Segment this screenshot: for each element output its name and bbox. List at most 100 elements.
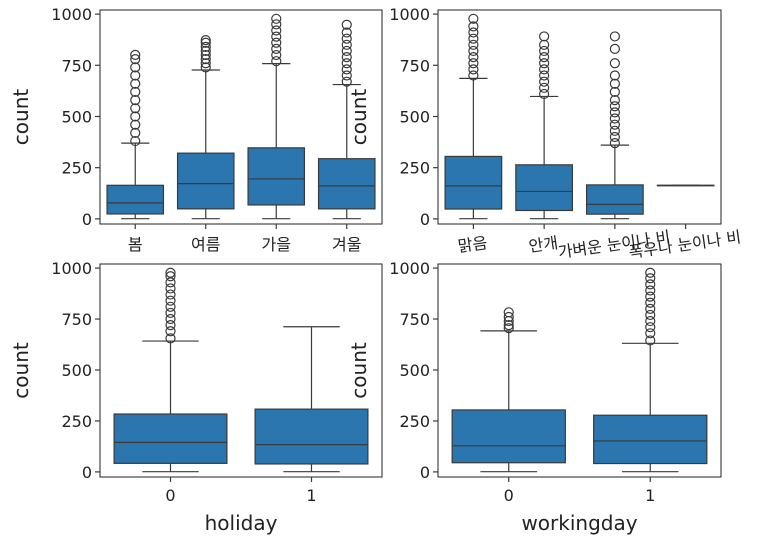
outlier-point [609,58,620,69]
outlier-point [341,64,352,75]
outlier-point [468,45,479,57]
outlier-point [645,303,656,314]
outlier-point [341,45,352,57]
box-iqr [585,184,644,215]
x-tick-label: 맑음 [457,233,489,256]
outlier-point [645,315,656,327]
outlier-point [200,37,211,48]
outlier-point [130,111,141,122]
outlier-point [165,326,176,337]
outlier-point [200,49,211,61]
outlier-point [271,37,282,48]
box-iqr [176,152,235,210]
outlier-point [271,56,282,67]
outlier-point [130,86,141,98]
y-axis-label: count [347,342,371,399]
outlier-point [165,283,176,294]
y-tick-label: 750 [399,56,430,75]
outlier-point [609,101,620,112]
outlier-point [130,70,141,81]
outlier-point [341,58,352,69]
outlier-point [271,25,282,36]
outlier-point [468,39,479,50]
outlier-point [468,70,479,81]
outlier-point [609,125,620,136]
outlier-point [165,301,176,312]
box-iqr [106,184,165,215]
x-tick-label: 0 [504,486,514,505]
outlier-point [645,291,656,302]
y-axis-label: count [9,342,33,399]
y-tick-label: 750 [61,310,92,329]
outlier-point [609,43,620,55]
outlier-point [341,70,352,81]
outlier-point [645,285,656,296]
y-tick-label: 500 [61,361,92,380]
outlier-point [503,323,514,334]
outlier-point [165,267,176,278]
outlier-point [503,320,514,331]
box-iqr [593,414,708,465]
outlier-point [609,95,620,106]
outlier-point [130,54,141,65]
y-tick-label: 0 [420,463,430,482]
x-tick-label: 1 [306,486,316,505]
outlier-point [645,273,656,284]
x-axis-label: workingday [521,511,637,535]
outlier-point [539,82,550,93]
outlier-point [130,95,141,106]
outlier-point [468,52,479,63]
outlier-point [165,271,176,282]
outlier-point [645,279,656,290]
outlier-point [609,113,620,124]
outlier-point [468,27,479,38]
box-iqr [247,147,306,206]
outlier-point [609,131,620,143]
box-iqr [113,413,228,464]
outlier-point [539,31,550,42]
y-tick-label: 500 [61,107,92,126]
outlier-point [341,39,352,50]
box-iqr [444,155,503,210]
outlier-point [341,19,352,30]
outlier-point [645,267,656,278]
y-tick-label: 750 [399,310,430,329]
outlier-point [200,41,211,52]
outlier-point [165,313,176,325]
y-tick-label: 500 [399,107,430,126]
y-tick-label: 250 [61,412,92,431]
outlier-point [609,70,620,81]
subplot-1: 0 250 500 750 1000 count 봄 여름 가을 겨울 [9,5,383,254]
x-tick-label: 안개 [527,233,559,256]
outlier-point [645,328,656,339]
outlier-point [645,309,656,321]
x-axis-label: holiday [205,511,278,535]
outlier-point [503,307,514,318]
outlier-point [645,297,656,308]
outlier-point [130,49,141,60]
outlier-point [468,13,479,24]
x-tick-label: 1 [645,486,655,505]
outlier-point [165,333,176,344]
outlier-point [165,320,176,331]
outlier-point [165,295,176,306]
outlier-point [130,103,141,114]
outlier-point [539,58,550,69]
outlier-point [341,52,352,63]
y-tick-label: 0 [82,210,92,229]
outlier-point [645,335,656,346]
outlier-point [200,62,211,73]
outlier-point [130,62,141,73]
outlier-point [539,39,550,50]
y-tick-label: 750 [61,56,92,75]
y-tick-label: 1000 [389,259,430,278]
outlier-point [271,43,282,55]
y-tick-label: 0 [82,463,92,482]
box-iqr [254,408,369,465]
outlier-point [503,311,514,323]
box-iqr [451,409,566,464]
outlier-point [200,58,211,69]
y-tick-label: 1000 [389,5,430,24]
outlier-point [271,31,282,42]
x-tick-label: 가을 [262,235,291,254]
